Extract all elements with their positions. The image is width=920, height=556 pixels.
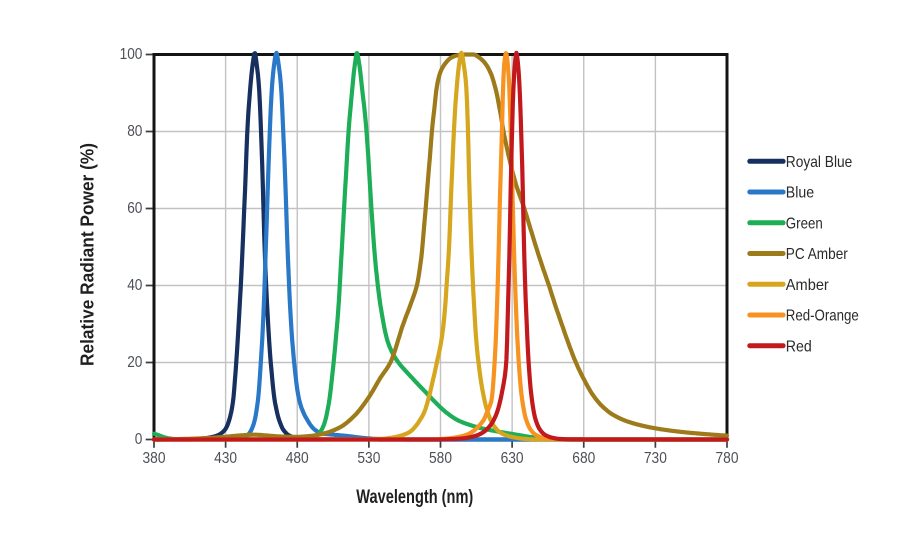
svg-text:380: 380 <box>143 450 166 467</box>
svg-text:Relative Radiant Power (%): Relative Radiant Power (%) <box>78 143 98 366</box>
svg-text:Wavelength (nm): Wavelength (nm) <box>356 486 473 508</box>
svg-text:Blue: Blue <box>786 185 814 202</box>
svg-text:580: 580 <box>429 450 452 467</box>
svg-text:Royal Blue: Royal Blue <box>786 154 853 171</box>
svg-text:680: 680 <box>572 450 595 467</box>
svg-text:80: 80 <box>127 123 142 140</box>
svg-text:PC Amber: PC Amber <box>786 246 849 263</box>
svg-text:Red-Orange: Red-Orange <box>786 308 859 325</box>
svg-text:40: 40 <box>127 277 142 294</box>
svg-text:480: 480 <box>286 450 309 467</box>
svg-text:100: 100 <box>120 46 143 63</box>
svg-text:0: 0 <box>135 431 143 448</box>
svg-text:60: 60 <box>127 200 142 217</box>
svg-text:Green: Green <box>786 216 823 233</box>
svg-text:630: 630 <box>501 450 524 467</box>
svg-text:730: 730 <box>644 450 667 467</box>
svg-text:Red: Red <box>786 338 812 355</box>
svg-text:430: 430 <box>214 450 237 467</box>
svg-text:530: 530 <box>357 450 380 467</box>
svg-text:780: 780 <box>716 450 739 467</box>
svg-text:Amber: Amber <box>786 277 830 294</box>
svg-text:20: 20 <box>127 354 142 371</box>
